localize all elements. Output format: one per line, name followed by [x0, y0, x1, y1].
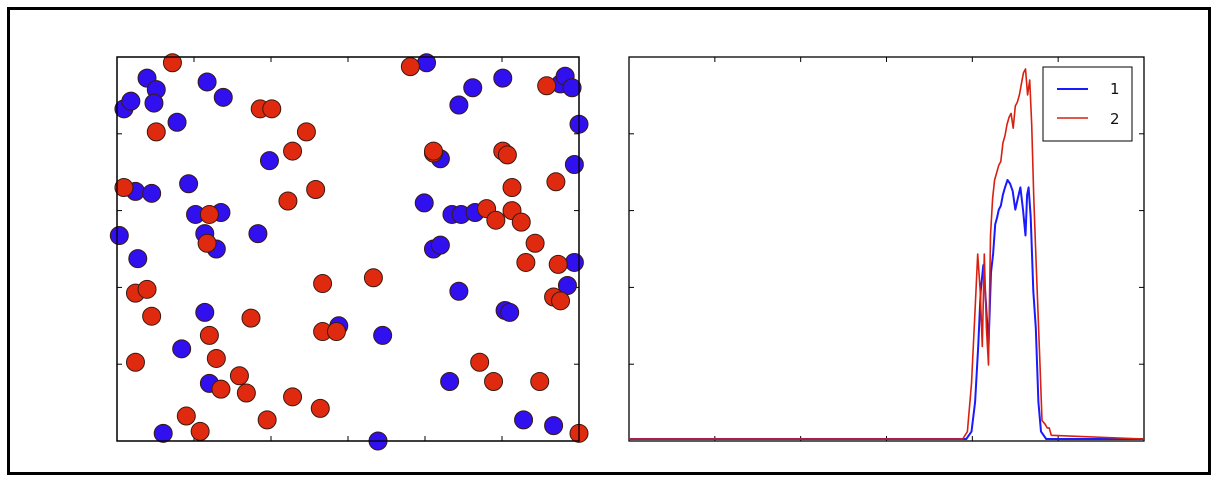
legend-label-1: 1 — [1110, 80, 1120, 98]
scatter-point-blue — [259, 151, 279, 171]
line-series — [629, 68, 1145, 440]
scatter-point-red — [176, 406, 196, 426]
scatter-point-blue — [564, 155, 584, 175]
scatter-point-blue — [463, 78, 483, 98]
scatter-point-blue — [440, 371, 460, 391]
scatter-point-blue — [213, 87, 233, 107]
scatter-point-blue — [449, 95, 469, 115]
scatter-point-red — [241, 308, 261, 328]
scatter-point-red — [278, 191, 298, 211]
scatter-point-red — [470, 352, 490, 372]
scatter-point-blue — [153, 423, 173, 443]
scatter-point-blue — [564, 252, 584, 272]
scatter-point-blue — [414, 193, 434, 213]
scatter-point-red — [206, 348, 226, 368]
scatter-point-red — [486, 210, 506, 230]
legend-box — [1042, 66, 1133, 142]
scatter-point-red — [363, 268, 383, 288]
scatter-point-red — [262, 99, 282, 119]
scatter-point-red — [546, 172, 566, 192]
scatter-point-red — [114, 178, 134, 198]
scatter-point-blue — [109, 226, 129, 246]
scatter-point-red — [400, 57, 420, 77]
scatter-point-red — [306, 179, 326, 199]
scatter-point-red — [525, 233, 545, 253]
scatter-point-red — [511, 212, 531, 232]
scatter-point-blue — [500, 302, 520, 322]
scatter-point-red — [199, 325, 219, 345]
scatter-point-red — [516, 252, 536, 272]
scatter-point-red — [296, 122, 316, 142]
scatter-point-red — [125, 352, 145, 372]
scatter-point-blue — [121, 91, 141, 111]
scatter-point-red — [484, 371, 504, 391]
scatter-point-red — [497, 145, 517, 165]
scatter-point-red — [530, 371, 550, 391]
legend-label-2: 2 — [1110, 110, 1120, 128]
scatter-point-red — [211, 379, 231, 399]
scatter-point-red — [146, 122, 166, 142]
scatter-point-blue — [449, 281, 469, 301]
scatter-point-red — [257, 410, 277, 430]
scatter-point-blue — [195, 302, 215, 322]
scatter-point-red — [197, 233, 217, 253]
scatter-point-blue — [144, 93, 164, 113]
scatter-point-blue — [142, 183, 162, 203]
legend: 1 2 — [1042, 66, 1133, 142]
scatter-points — [109, 53, 589, 451]
line-series-1 — [629, 179, 1144, 440]
scatter-point-red — [229, 366, 249, 386]
scatter-point-blue — [493, 68, 513, 88]
scatter-point-red — [423, 141, 443, 161]
scatter-point-blue — [179, 174, 199, 194]
scatter-point-red — [283, 141, 303, 161]
scatter-point-blue — [128, 249, 148, 269]
scatter-point-red — [537, 76, 557, 96]
scatter-axes-border — [116, 56, 580, 442]
scatter-point-blue — [373, 325, 393, 345]
scatter-point-red — [326, 322, 346, 342]
scatter-point-blue — [514, 410, 534, 430]
scatter-point-red — [502, 178, 522, 198]
scatter-point-red — [190, 421, 210, 441]
scatter-point-blue — [544, 416, 564, 436]
line-series-2 — [629, 68, 1145, 440]
scatter-point-blue — [172, 339, 192, 359]
scatter-point-blue — [167, 112, 187, 132]
scatter-axes — [116, 56, 580, 442]
scatter-point-red — [142, 306, 162, 326]
scatter-point-red — [162, 53, 182, 73]
scatter-point-red — [283, 387, 303, 407]
scatter-point-blue — [562, 78, 582, 98]
scatter-point-red — [236, 383, 256, 403]
scatter-point-blue — [430, 235, 450, 255]
scatter-point-red — [310, 398, 330, 418]
scatter-point-red — [199, 204, 219, 224]
scatter-point-red — [313, 274, 333, 294]
scatter-point-red — [548, 254, 568, 274]
scatter-point-red — [551, 291, 571, 311]
line-ticks — [629, 57, 1144, 441]
scatter-point-blue — [197, 72, 217, 92]
scatter-point-blue — [248, 224, 268, 244]
scatter-point-red — [137, 279, 157, 299]
